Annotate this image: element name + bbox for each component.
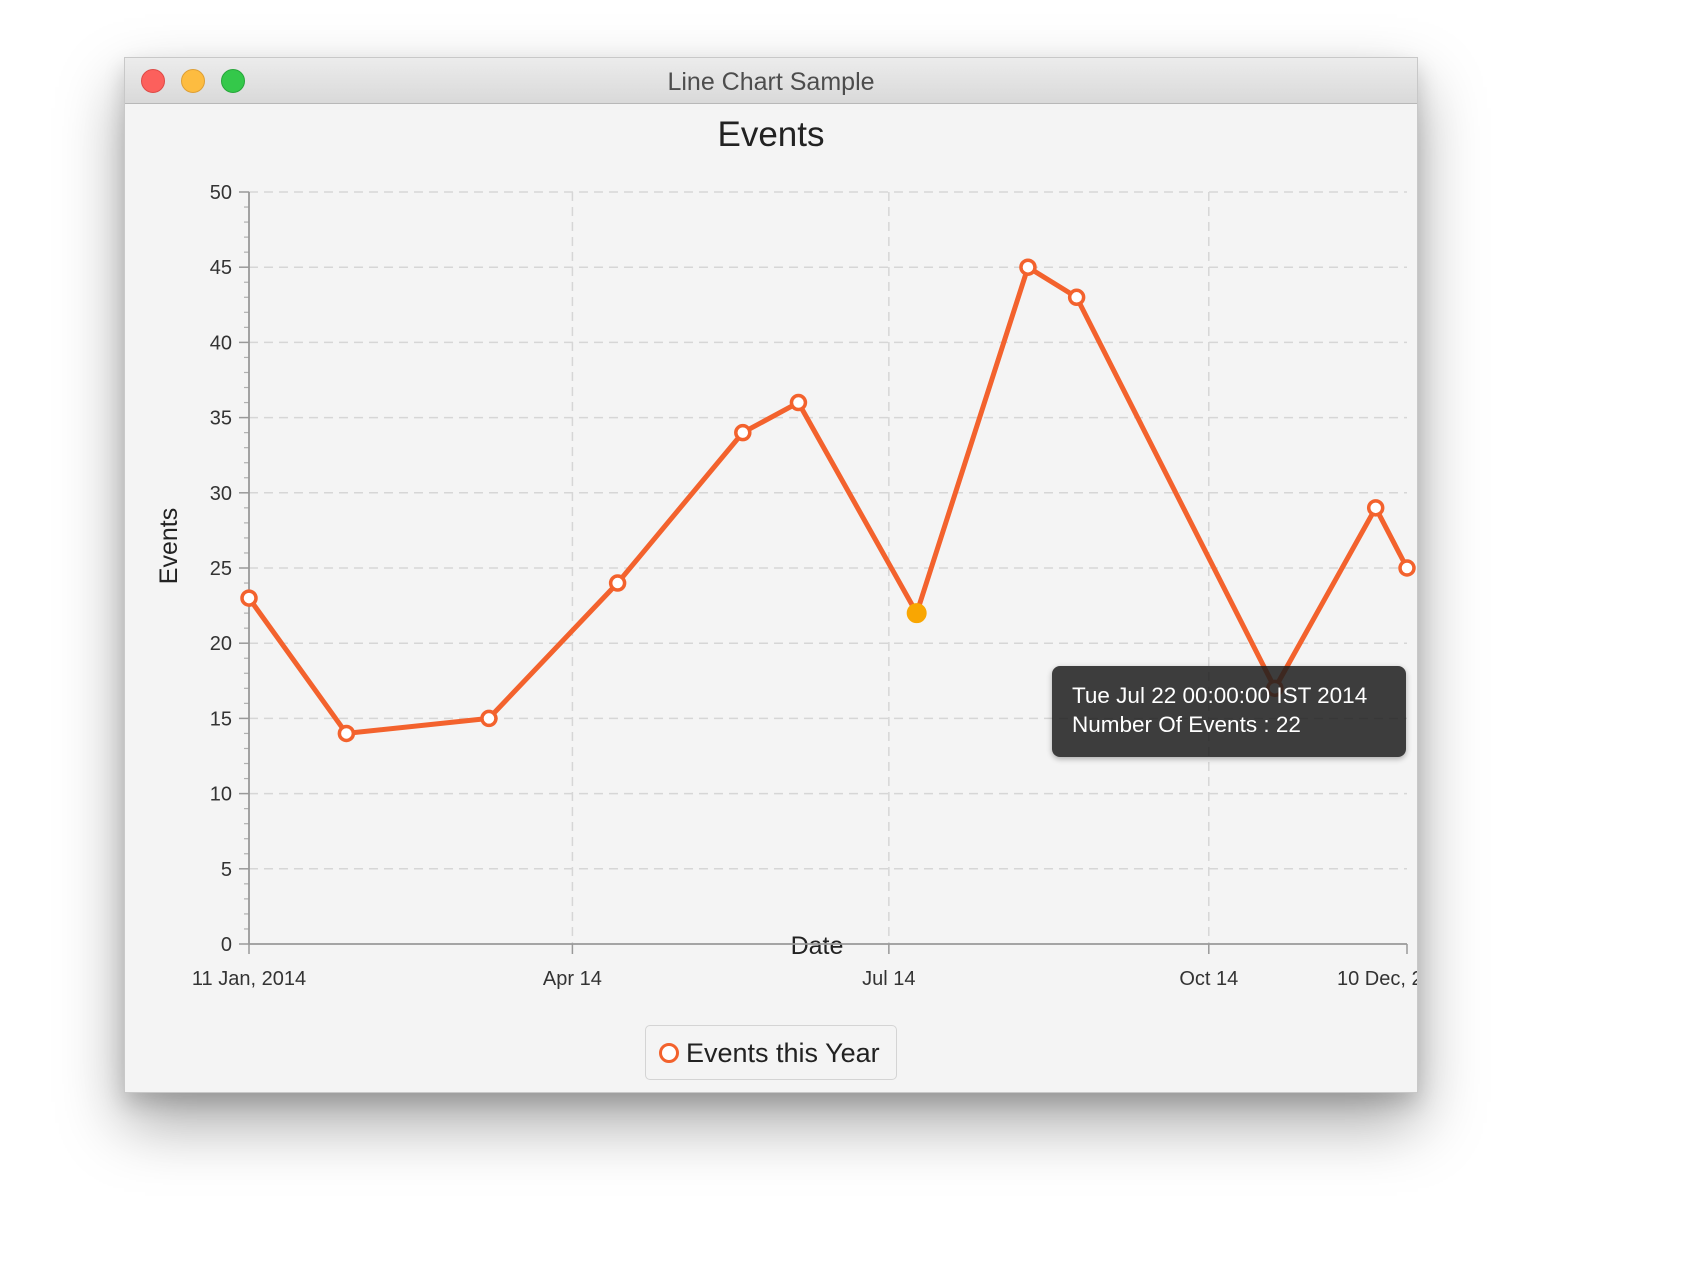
line-chart: Events Events Date 0 5 10 15 20 25 30 35 40 45 50 1… xyxy=(155,115,1417,990)
data-point-highlighted xyxy=(906,603,927,624)
chart-title: Events xyxy=(718,115,825,154)
data-point xyxy=(240,589,258,607)
y-tick-label: 35 xyxy=(210,408,232,430)
data-point xyxy=(789,393,808,412)
data-point xyxy=(480,709,498,728)
data-point xyxy=(1067,288,1086,307)
y-tick-label: 30 xyxy=(210,483,232,505)
close-window-button[interactable] xyxy=(141,69,165,93)
y-tick-label: 25 xyxy=(210,558,232,580)
legend: Events this Year xyxy=(645,1025,897,1080)
data-point xyxy=(337,724,356,743)
data-point-tooltip: Tue Jul 22 00:00:00 IST 2014 Number Of E… xyxy=(1052,666,1406,757)
data-point xyxy=(1366,499,1385,517)
x-axis-label: Date xyxy=(791,932,844,960)
legend-label: Events this Year xyxy=(686,1038,880,1068)
tooltip-value: Number Of Events : 22 xyxy=(1072,712,1301,737)
maximize-window-button[interactable] xyxy=(221,69,245,93)
data-point xyxy=(1398,559,1416,577)
app-window: Line Chart Sample Events Events Date 0 5 1… xyxy=(124,57,1418,1093)
y-tick-label: 45 xyxy=(210,257,232,279)
x-tick-label: Oct 14 xyxy=(1179,968,1238,990)
y-tick-label: 40 xyxy=(210,332,232,354)
x-tick-label: 10 Dec, 2014 xyxy=(1337,968,1417,990)
x-tick-label: Jul 14 xyxy=(862,968,915,990)
grid xyxy=(249,191,1407,944)
y-tick-label: 50 xyxy=(210,182,232,204)
y-axis-label: Events xyxy=(155,508,183,584)
series-line xyxy=(246,264,1410,736)
y-tick-label: 0 xyxy=(221,934,232,956)
title-bar[interactable]: Line Chart Sample xyxy=(125,58,1417,104)
y-tick-label: 5 xyxy=(221,859,232,881)
axes: 0 5 10 15 20 25 30 35 40 45 50 11 Jan, 2014 Apr 14 Ju… xyxy=(192,182,1417,990)
data-point xyxy=(734,423,752,442)
x-tick-label: Apr 14 xyxy=(543,968,602,990)
tooltip-date: Tue Jul 22 00:00:00 IST 2014 xyxy=(1072,683,1368,708)
legend-symbol xyxy=(659,1043,679,1063)
minimize-window-button[interactable] xyxy=(181,69,205,93)
x-tick-label: 11 Jan, 2014 xyxy=(192,968,306,990)
data-point xyxy=(608,574,627,592)
data-point xyxy=(1019,258,1037,276)
y-tick-label: 20 xyxy=(210,633,232,655)
y-tick-label: 15 xyxy=(210,708,232,730)
window-title: Line Chart Sample xyxy=(667,68,875,96)
y-tick-label: 10 xyxy=(210,784,232,806)
